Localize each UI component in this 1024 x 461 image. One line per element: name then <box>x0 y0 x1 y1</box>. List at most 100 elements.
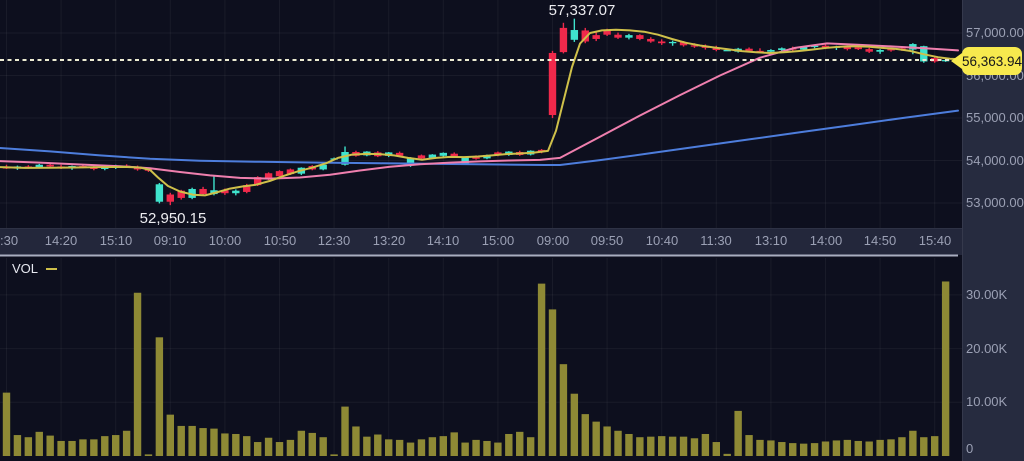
candle-up <box>461 157 469 164</box>
volume-bar <box>494 442 502 456</box>
volume-bar <box>35 431 43 456</box>
volume-bar <box>319 437 327 456</box>
volume-bar <box>778 442 786 456</box>
time-tick-label: 10:40 <box>645 233 679 248</box>
ma-line-fast_yellow <box>0 28 959 197</box>
volume-bar <box>286 439 295 456</box>
volume-bar <box>570 393 579 456</box>
volume-bar <box>428 437 437 456</box>
volume-bar <box>232 433 240 456</box>
candle-down <box>221 190 229 194</box>
volume-bar <box>931 436 939 456</box>
volume-bar <box>909 430 917 456</box>
candle-down <box>745 48 753 51</box>
volume-bar <box>341 406 349 456</box>
volume-bar <box>101 436 109 456</box>
volume-bar <box>133 292 142 456</box>
volume-bars <box>2 281 950 456</box>
volume-bar <box>221 433 229 456</box>
ma-line-mid_pink <box>0 42 959 180</box>
volume-bar <box>68 440 76 456</box>
volume-tick-label: 0 <box>966 441 974 456</box>
volume-bar <box>548 309 557 456</box>
candle-down <box>592 35 600 39</box>
volume-bar <box>243 436 251 456</box>
volume-bar <box>734 410 742 456</box>
volume-bar <box>865 441 873 456</box>
candle-down <box>887 49 895 51</box>
candle-up <box>319 164 327 170</box>
volume-bar <box>57 440 65 456</box>
candle-down <box>286 169 295 175</box>
volume-bar <box>461 442 469 456</box>
time-tick-label: 13:20 <box>372 233 406 248</box>
price-axis-gutter[interactable] <box>962 0 1024 461</box>
volume-bar <box>330 454 338 456</box>
candle-up <box>439 152 447 156</box>
volume-bar <box>647 436 655 456</box>
volume-tick-label: 10.00K <box>966 394 1008 409</box>
time-tick-label: 15:00 <box>481 233 515 248</box>
candle-down <box>603 30 611 35</box>
candle-up <box>155 184 164 202</box>
volume-bar <box>537 283 546 456</box>
candle-up <box>723 50 731 52</box>
volume-bar <box>46 435 54 456</box>
vol-label: VOL <box>12 261 39 276</box>
price-tick-label: 55,000.00 <box>966 110 1024 125</box>
volume-bar <box>603 426 611 456</box>
candle-up <box>570 30 579 40</box>
time-tick-label: 12:30 <box>317 233 351 248</box>
candle-down <box>264 173 273 180</box>
price-gridlines <box>0 32 962 204</box>
volume-bar <box>166 414 174 456</box>
volume-bar <box>2 392 11 456</box>
price-tick-label: 53,000.00 <box>966 195 1024 210</box>
candle-down <box>548 52 557 116</box>
volume-bar <box>843 439 852 456</box>
volume-bar <box>625 433 633 456</box>
volume-bar <box>24 437 33 456</box>
volume-bar <box>275 442 284 456</box>
time-tick-label: 09:50 <box>590 233 624 248</box>
time-tick-label: 14:00 <box>809 233 843 248</box>
volume-bar <box>920 437 928 456</box>
candle-up <box>767 50 775 52</box>
volume-bar <box>177 425 185 456</box>
volume-bar <box>636 437 644 456</box>
high-price-annotation: 57,337.07 <box>548 2 616 19</box>
candle-down <box>46 164 54 167</box>
volume-bar <box>559 364 568 456</box>
volume-bar <box>472 439 480 456</box>
time-tick-label: 14:50 <box>863 233 897 248</box>
candle-down <box>581 30 589 42</box>
last-price-value: 56,363.94 <box>961 53 1023 69</box>
volume-bar <box>385 439 393 456</box>
volume-gridlines <box>0 294 962 403</box>
price-tick-label: 54,000.00 <box>966 153 1024 168</box>
volume-tick-label: 20.00K <box>966 341 1008 356</box>
volume-bar <box>723 453 731 456</box>
candle-up <box>668 41 677 44</box>
candle-down <box>614 34 622 38</box>
candle-down <box>559 27 568 53</box>
candle-down <box>243 185 251 192</box>
low-price-annotation: 52,950.15 <box>139 210 207 227</box>
time-tick-label: 11:30 <box>700 233 732 248</box>
volume-bar <box>658 436 666 456</box>
volume-bar <box>308 432 316 456</box>
volume-bar <box>832 440 841 456</box>
volume-bar <box>210 428 218 456</box>
volume-bar <box>264 437 273 456</box>
candle-down <box>417 155 426 159</box>
time-axis-strip[interactable] <box>0 228 962 255</box>
volume-bar <box>395 439 404 456</box>
candle-down <box>395 152 404 156</box>
volume-bar <box>199 428 207 456</box>
candle-up <box>341 152 349 165</box>
volume-bar <box>352 426 360 456</box>
volume-bar <box>526 437 535 456</box>
time-tick-label: 15:40 <box>918 233 952 248</box>
volume-indicator-legend[interactable]: VOL <box>12 261 58 277</box>
